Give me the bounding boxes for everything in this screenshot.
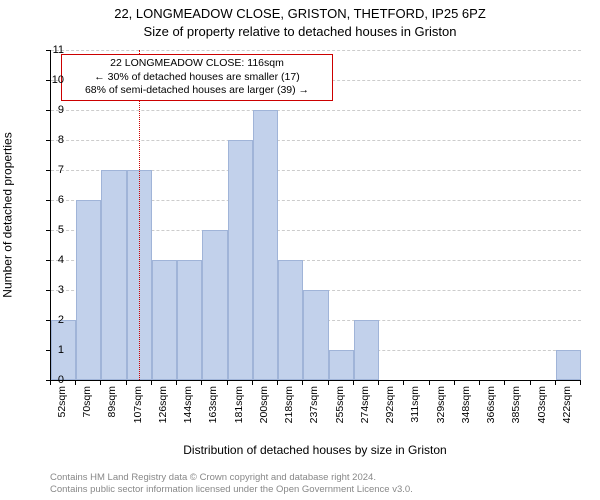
y-tick-label: 0 <box>44 374 64 386</box>
x-tick <box>429 380 430 385</box>
x-tick-label: 126sqm <box>157 386 169 441</box>
x-tick-label: 218sqm <box>283 386 295 441</box>
x-tick-label: 144sqm <box>182 386 194 441</box>
gridline <box>51 50 581 51</box>
annotation-line: 68% of semi-detached houses are larger (… <box>67 84 327 98</box>
x-tick <box>530 380 531 385</box>
gridline <box>51 110 581 111</box>
histogram-bar <box>101 170 126 380</box>
y-tick-label: 5 <box>44 224 64 236</box>
footer-line-1: Contains HM Land Registry data © Crown c… <box>50 472 413 484</box>
x-tick-label: 292sqm <box>384 386 396 441</box>
x-tick-label: 70sqm <box>81 386 93 441</box>
x-tick <box>176 380 177 385</box>
x-tick-label: 403sqm <box>536 386 548 441</box>
y-tick-label: 6 <box>44 194 64 206</box>
y-tick-label: 11 <box>44 44 64 56</box>
y-tick-label: 10 <box>44 74 64 86</box>
x-tick <box>353 380 354 385</box>
x-tick <box>302 380 303 385</box>
y-axis-label-wrap: Number of detached properties <box>0 50 16 380</box>
y-tick-label: 1 <box>44 344 64 356</box>
histogram-bar <box>177 260 202 380</box>
plot-area: 22 LONGMEADOW CLOSE: 116sqm← 30% of deta… <box>50 50 581 381</box>
histogram-bar <box>152 260 177 380</box>
x-tick-label: 52sqm <box>56 386 68 441</box>
histogram-bar <box>228 140 253 380</box>
y-tick-label: 7 <box>44 164 64 176</box>
x-tick-label: 107sqm <box>132 386 144 441</box>
property-size-chart: 22, LONGMEADOW CLOSE, GRISTON, THETFORD,… <box>0 0 600 500</box>
x-tick <box>555 380 556 385</box>
x-tick-label: 89sqm <box>106 386 118 441</box>
x-tick <box>479 380 480 385</box>
x-tick <box>227 380 228 385</box>
x-tick <box>580 380 581 385</box>
histogram-bar <box>202 230 227 380</box>
x-tick-label: 422sqm <box>561 386 573 441</box>
x-tick <box>100 380 101 385</box>
histogram-bar <box>354 320 379 380</box>
histogram-bar <box>253 110 278 380</box>
x-tick-label: 385sqm <box>510 386 522 441</box>
x-tick-label: 348sqm <box>460 386 472 441</box>
y-tick-label: 3 <box>44 284 64 296</box>
x-tick-label: 366sqm <box>485 386 497 441</box>
footer-line-2: Contains public sector information licen… <box>50 484 413 496</box>
annotation-line: ← 30% of detached houses are smaller (17… <box>67 71 327 85</box>
x-tick-label: 181sqm <box>233 386 245 441</box>
histogram-bar <box>329 350 354 380</box>
x-tick <box>201 380 202 385</box>
x-tick <box>252 380 253 385</box>
x-tick-label: 329sqm <box>435 386 447 441</box>
x-tick <box>151 380 152 385</box>
x-tick-label: 200sqm <box>258 386 270 441</box>
chart-title: 22, LONGMEADOW CLOSE, GRISTON, THETFORD,… <box>0 6 600 21</box>
x-tick <box>328 380 329 385</box>
x-tick-label: 163sqm <box>207 386 219 441</box>
x-tick-label: 237sqm <box>308 386 320 441</box>
y-tick-label: 9 <box>44 104 64 116</box>
histogram-bar <box>76 200 101 380</box>
x-tick <box>378 380 379 385</box>
x-tick <box>454 380 455 385</box>
y-axis-label: Number of detached properties <box>1 132 15 297</box>
x-tick-label: 255sqm <box>334 386 346 441</box>
annotation-box: 22 LONGMEADOW CLOSE: 116sqm← 30% of deta… <box>61 54 333 101</box>
histogram-bar <box>278 260 303 380</box>
chart-footer: Contains HM Land Registry data © Crown c… <box>50 472 413 496</box>
y-tick-label: 8 <box>44 134 64 146</box>
histogram-bar <box>556 350 581 380</box>
x-tick-label: 274sqm <box>359 386 371 441</box>
chart-subtitle: Size of property relative to detached ho… <box>0 24 600 39</box>
x-tick <box>504 380 505 385</box>
gridline <box>51 140 581 141</box>
x-tick <box>126 380 127 385</box>
x-tick-label: 311sqm <box>409 386 421 441</box>
annotation-line: 22 LONGMEADOW CLOSE: 116sqm <box>67 57 327 71</box>
x-tick <box>277 380 278 385</box>
y-tick-label: 2 <box>44 314 64 326</box>
x-tick <box>50 380 51 385</box>
x-axis-label: Distribution of detached houses by size … <box>50 443 580 457</box>
x-tick <box>403 380 404 385</box>
histogram-bar <box>303 290 328 380</box>
x-tick <box>75 380 76 385</box>
y-tick-label: 4 <box>44 254 64 266</box>
